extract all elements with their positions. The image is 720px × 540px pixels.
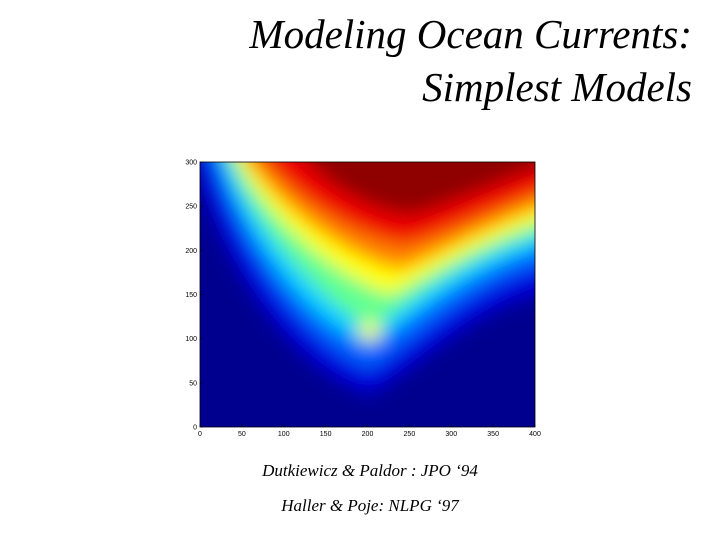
title-line: Simplest Models [422,64,692,110]
y-tick-label: 200 [185,248,197,255]
y-tick-label: 300 [185,160,197,167]
contour-field [200,162,535,427]
reference: Dutkiewicz & Paldor : JPO ‘94 [262,461,478,480]
x-tick-label: 400 [529,431,541,438]
x-tick-label: 0 [198,431,202,438]
y-tick-label: 150 [185,292,197,299]
x-tick-label: 100 [278,431,290,438]
x-tick-label: 350 [487,431,499,438]
x-tick-label: 200 [362,431,374,438]
x-tick-label: 300 [445,431,457,438]
title-line: Modeling Ocean Currents: [249,11,692,57]
y-tick-label: 100 [185,336,197,343]
reference: Haller & Poje: NLPG ‘97 [281,496,459,515]
y-tick-label: 0 [193,425,197,432]
x-tick-label: 50 [238,431,246,438]
y-tick-label: 50 [189,380,197,387]
y-tick-label: 250 [185,204,197,211]
x-tick-label: 250 [404,431,416,438]
x-tick-label: 150 [320,431,332,438]
